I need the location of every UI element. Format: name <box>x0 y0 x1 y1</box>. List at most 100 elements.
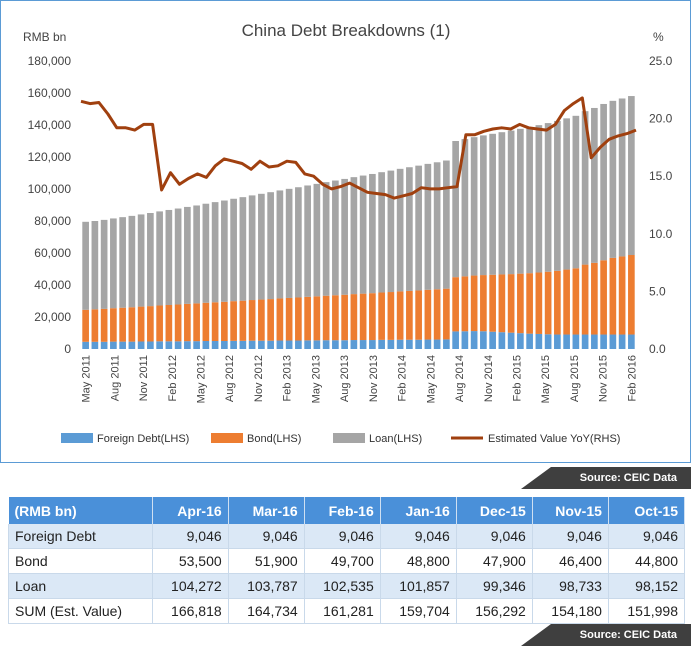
bar-segment <box>147 213 154 307</box>
table-cell: 164,734 <box>228 598 305 624</box>
row-label: SUM (Est. Value) <box>8 598 153 624</box>
table-cell: 47,900 <box>456 548 533 574</box>
chart-source-banner: Source: CEIC Data <box>521 467 691 489</box>
bar-segment <box>563 269 570 335</box>
bar-segment <box>628 334 635 349</box>
bar-segment <box>267 192 274 300</box>
bar-segment <box>230 340 237 349</box>
bar-segment <box>609 334 617 349</box>
right-tick-label: 15.0 <box>649 169 673 183</box>
x-tick-label: Nov 2014 <box>483 355 495 402</box>
bar-segment <box>609 100 617 258</box>
bar-segment <box>443 288 450 340</box>
bar-segment <box>211 302 219 341</box>
x-tick-label: Aug 2013 <box>339 355 351 402</box>
bar-segment <box>313 183 321 297</box>
bar-segment <box>110 308 117 342</box>
legend: Foreign Debt(LHS) Bond(LHS) Loan(LHS) Es… <box>61 433 620 445</box>
bar-segment <box>563 334 570 349</box>
legend-label: Estimated Value YoY(RHS) <box>488 433 620 445</box>
bar-segment <box>202 341 210 349</box>
x-tick-label: May 2011 <box>81 355 93 403</box>
column-header: Apr-16 <box>152 497 229 524</box>
chart-panel: China Debt Breakdowns (1) RMB bn % 0 20,0… <box>0 0 691 463</box>
bar-segment <box>359 175 367 294</box>
table-row: Foreign Debt 9,046 9,046 9,046 9,046 9,0… <box>8 524 686 549</box>
bar-segment <box>147 341 154 349</box>
bar-segment <box>156 305 163 342</box>
bar-segment <box>137 214 145 307</box>
bar-segment <box>174 341 182 349</box>
bar-segment <box>211 341 219 349</box>
bar-segment <box>581 264 589 335</box>
bar-segment <box>221 341 228 349</box>
bar-segment <box>480 135 487 276</box>
bar-segment <box>554 270 561 335</box>
bar-segment <box>165 209 173 305</box>
bar-segment <box>369 293 376 341</box>
x-tick-label: May 2014 <box>425 355 437 403</box>
left-tick-label: 180,000 <box>28 54 72 68</box>
bar-segment <box>554 334 561 349</box>
bar-segment <box>100 341 108 349</box>
bar-segment <box>91 341 99 349</box>
bar-segment <box>248 195 256 301</box>
bar-segment <box>341 340 348 349</box>
bar-segment <box>591 107 598 263</box>
bar-segment <box>350 177 358 295</box>
bar-segment <box>526 333 533 349</box>
bar-segment <box>350 294 358 341</box>
bar-segment <box>572 334 580 349</box>
bar-segment <box>322 182 330 296</box>
bar-segment <box>174 304 182 342</box>
table-cell: 154,180 <box>532 598 609 624</box>
bar-segment <box>295 340 302 349</box>
left-tick-label: 40,000 <box>34 278 71 292</box>
bar-segment <box>424 163 432 290</box>
legend-label: Bond(LHS) <box>247 433 301 445</box>
x-tick-label: Feb 2014 <box>397 355 409 401</box>
bar-segment <box>433 289 441 340</box>
x-tick-label: Aug 2012 <box>224 355 236 402</box>
bar-segment <box>415 290 422 340</box>
bar-segment <box>341 178 348 295</box>
table-cell: 99,346 <box>456 573 533 599</box>
table-cell: 53,500 <box>152 548 229 574</box>
bar-segment <box>230 301 237 341</box>
bar-segment <box>248 300 256 341</box>
row-label: Foreign Debt <box>8 524 153 549</box>
bar-segment <box>82 309 89 342</box>
bar-segment <box>230 198 237 302</box>
bar-segment <box>119 341 126 349</box>
bar-segment <box>600 103 607 261</box>
bar-segment <box>618 334 626 349</box>
column-header: Jan-16 <box>380 497 457 524</box>
bar-segment <box>406 339 413 349</box>
bar-segment <box>285 188 293 298</box>
bar-segment <box>378 172 385 293</box>
bar-segment <box>239 197 247 301</box>
bar-segment <box>165 341 173 349</box>
table-cell: 9,046 <box>608 524 686 549</box>
bar-segment <box>443 339 450 349</box>
row-label: Loan <box>8 573 153 599</box>
table-cell: 98,152 <box>608 573 686 599</box>
bar-segment <box>304 340 311 349</box>
bar-segment <box>563 118 570 270</box>
table-header-row: (RMB bn) Apr-16 Mar-16 Feb-16 Jan-16 Dec… <box>8 497 686 524</box>
column-header: Feb-16 <box>304 497 381 524</box>
left-tick-label: 80,000 <box>34 214 71 228</box>
table-cell: 51,900 <box>228 548 305 574</box>
bar-segment <box>424 289 432 340</box>
bar-segment <box>248 340 256 349</box>
bar-segment <box>470 331 478 349</box>
bar-segment <box>332 340 339 349</box>
x-tick-label: May 2013 <box>310 355 322 403</box>
bar-segment <box>517 273 524 334</box>
right-tick-label: 20.0 <box>649 112 673 126</box>
legend-label: Loan(LHS) <box>369 433 422 445</box>
bar-segment <box>461 276 469 332</box>
bar-segment <box>369 340 376 349</box>
bar-segment <box>406 167 413 291</box>
table-cell: 103,787 <box>228 573 305 599</box>
